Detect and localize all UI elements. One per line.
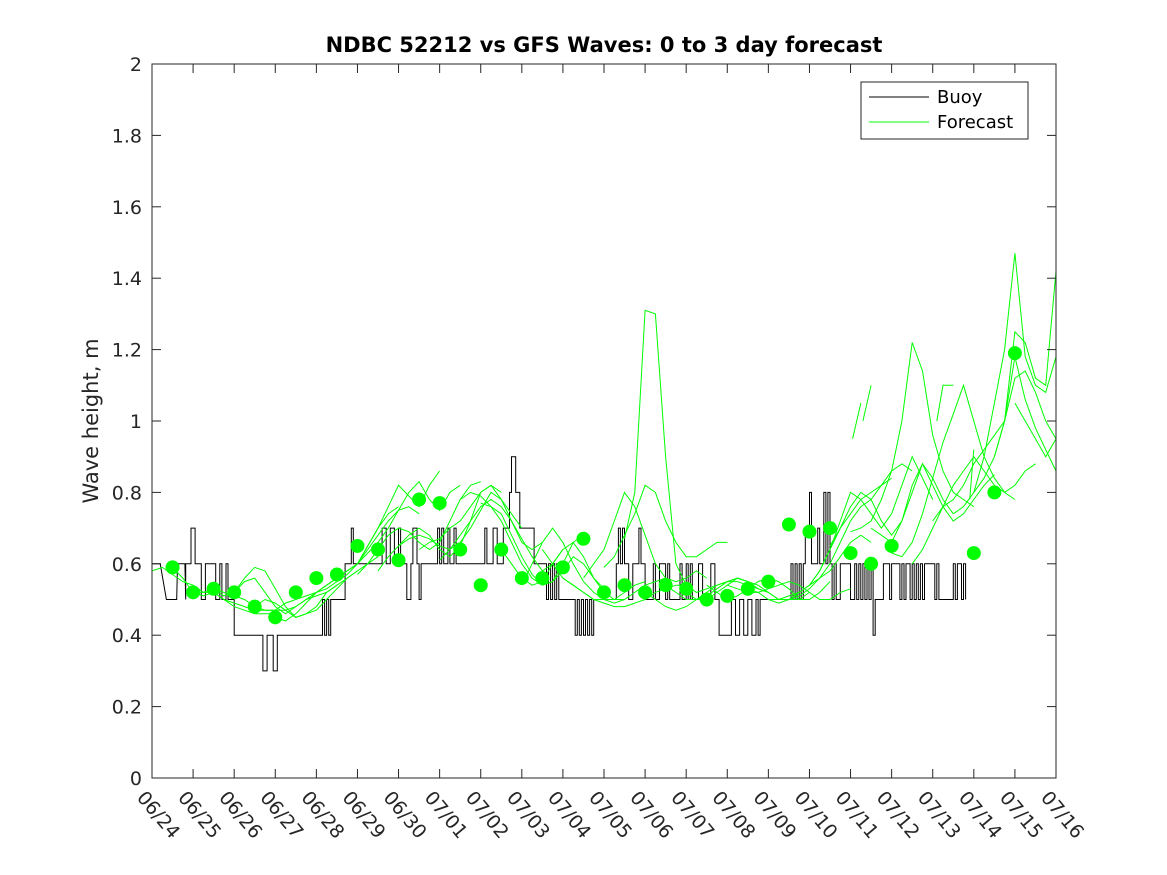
- legend-box: [860, 81, 1029, 140]
- forecast-line: [993, 271, 1057, 457]
- forecast-line: [973, 253, 1057, 493]
- forecast-line: [480, 502, 605, 590]
- legend-forecast-label: Forecast: [937, 112, 1013, 133]
- forecast-line: [850, 342, 975, 533]
- y-tick-label: 0: [130, 768, 142, 790]
- forecast-point: [288, 585, 303, 600]
- forecast-line: [1014, 402, 1057, 458]
- forecast-point: [535, 571, 550, 586]
- forecast-point: [514, 571, 529, 586]
- forecast-point: [247, 599, 262, 614]
- y-tick-label: 0.8: [112, 482, 142, 504]
- buoy-series: [152, 456, 967, 672]
- forecast-line: [254, 556, 379, 618]
- forecast-point: [371, 542, 385, 557]
- forecast-line: [583, 491, 707, 583]
- forecast-line: [809, 455, 934, 586]
- forecast-point: [617, 578, 632, 593]
- forecast-line: [521, 527, 646, 600]
- forecast-line: [911, 455, 1036, 565]
- forecast-line: [852, 402, 862, 440]
- forecast-point: [268, 610, 283, 625]
- forecast-point: [740, 581, 755, 596]
- forecast-point: [494, 542, 509, 557]
- forecast-point: [966, 546, 981, 561]
- y-tick-label: 1.2: [112, 340, 142, 362]
- forecast-point: [432, 496, 447, 511]
- y-tick-label: 0.6: [112, 554, 142, 576]
- forecast-point: [453, 542, 468, 557]
- y-tick-label: 0.4: [112, 625, 142, 647]
- axes-background: [152, 64, 1056, 778]
- y-tick-label: 1.6: [112, 197, 142, 219]
- y-axis: 0 0.2 0.4 0.6 0.8 1 1.2 1.4 1.6 1.8 2: [112, 54, 1056, 790]
- forecast-line: [932, 370, 1057, 522]
- forecast-markers: [165, 346, 1022, 625]
- forecast-point: [412, 492, 427, 507]
- y-tick-label: 1.4: [112, 268, 142, 290]
- forecast-point: [658, 578, 673, 593]
- y-tick-label: 0.2: [112, 697, 142, 719]
- forecast-line: [418, 484, 543, 551]
- forecast-line: [891, 383, 1016, 558]
- forecast-line: [603, 484, 728, 568]
- legend: Buoy Forecast: [860, 81, 1029, 140]
- forecast-point: [473, 578, 488, 593]
- forecast-line: [862, 385, 872, 422]
- forecast-point: [884, 538, 899, 553]
- forecast-point: [555, 560, 570, 575]
- forecast-point: [227, 585, 242, 600]
- buoy-line: [152, 456, 967, 672]
- forecast-point: [987, 485, 1002, 500]
- forecast-point: [781, 517, 796, 532]
- forecast-point: [864, 556, 879, 571]
- forecast-point: [720, 588, 735, 603]
- forecast-point: [761, 574, 776, 589]
- legend-buoy-label: Buoy: [937, 87, 983, 108]
- forecast-point: [823, 521, 837, 536]
- forecast-point: [391, 553, 406, 568]
- forecast-line: [936, 384, 954, 422]
- forecast-point: [699, 592, 714, 607]
- forecast-point: [309, 571, 324, 586]
- plot-area: [152, 64, 1056, 778]
- forecast-line: [336, 480, 461, 579]
- forecast-point: [597, 585, 611, 600]
- forecast-point: [802, 524, 817, 539]
- forecast-line: [439, 498, 564, 572]
- y-axis-label: Wave height, m: [79, 338, 103, 503]
- forecast-point: [350, 538, 365, 553]
- forecast-line: [969, 449, 975, 500]
- forecast-point: [186, 585, 201, 600]
- y-tick-label: 2: [130, 54, 142, 76]
- forecast-point: [576, 531, 591, 546]
- forecast-point: [679, 581, 694, 596]
- forecast-point: [843, 546, 858, 561]
- forecast-point: [638, 585, 653, 600]
- forecast-point: [329, 567, 344, 582]
- forecast-point: [206, 581, 221, 596]
- forecast-point: [1007, 346, 1022, 361]
- y-tick-label: 1: [130, 411, 142, 433]
- forecast-point: [165, 560, 180, 575]
- chart-title: NDBC 52212 vs GFS Waves: 0 to 3 day fore…: [326, 33, 883, 57]
- y-tick-label: 1.8: [112, 125, 142, 147]
